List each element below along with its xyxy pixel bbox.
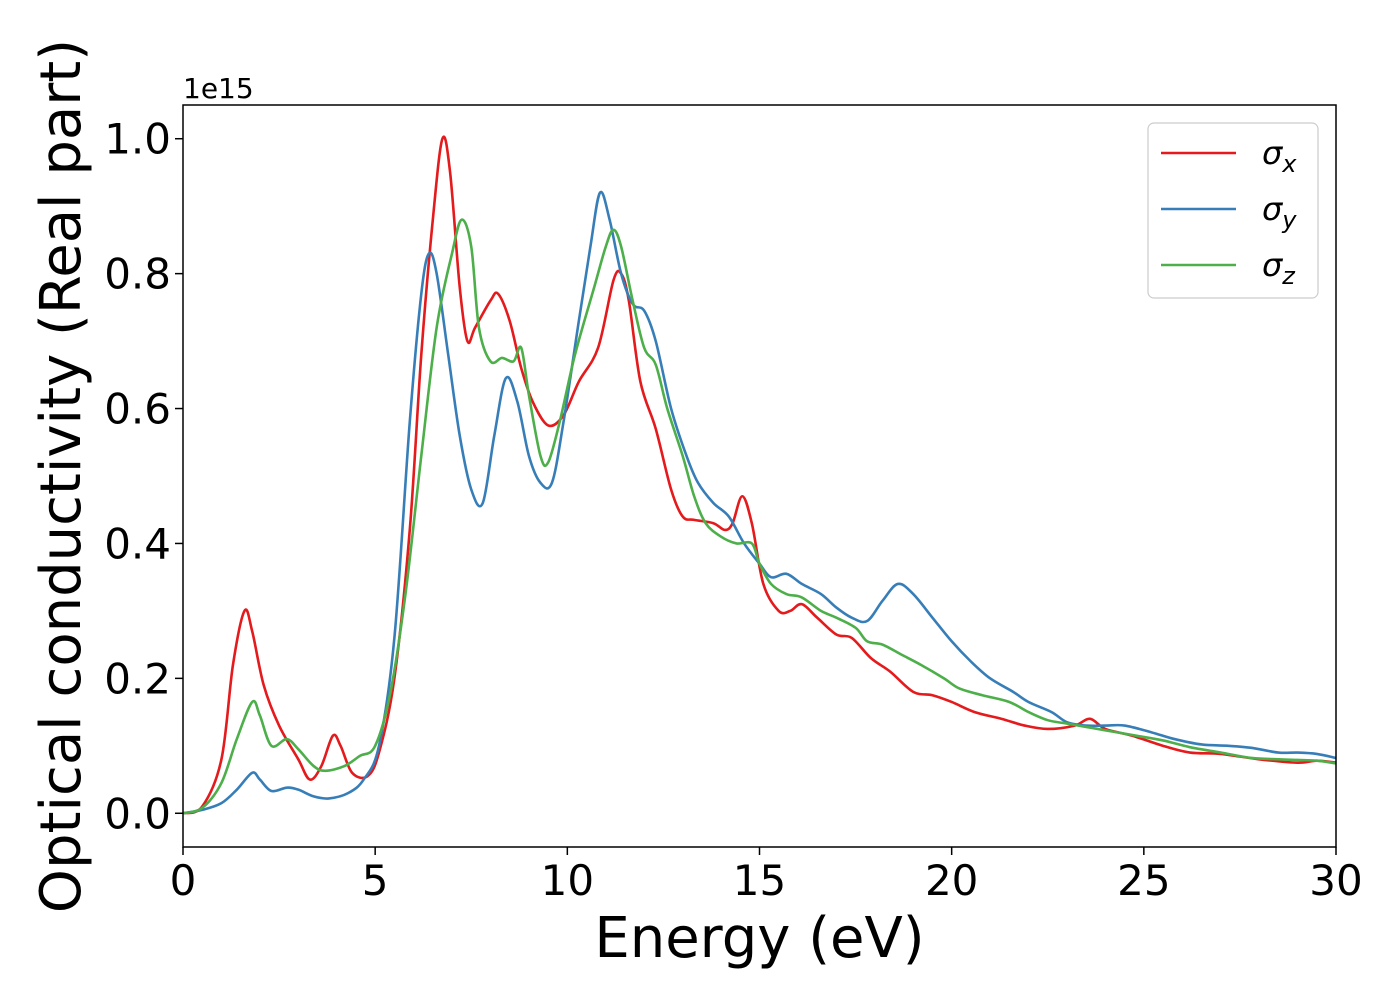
legend-subscript: z <box>1281 262 1296 290</box>
x-tick-label: 20 <box>925 856 978 905</box>
x-tick-label: 30 <box>1309 856 1362 905</box>
y-offset-label: 1e15 <box>183 72 254 105</box>
x-axis-ticks: 0 5 10 15 20 25 30 <box>170 847 1363 905</box>
legend-subscript: x <box>1281 150 1297 178</box>
series-layer <box>183 135 1336 815</box>
legend-symbol: σ <box>1262 190 1284 228</box>
legend-subscript: y <box>1281 206 1297 234</box>
y-tick-label: 0.0 <box>104 789 171 838</box>
y-tick-label: 1.0 <box>104 115 171 164</box>
x-tick-label: 25 <box>1117 856 1170 905</box>
x-tick-label: 0 <box>170 856 197 905</box>
series-line-y <box>183 190 1336 815</box>
legend-label-x: σx <box>1262 134 1297 178</box>
x-axis-title: Energy (eV) <box>594 906 924 971</box>
legend-label-y: σy <box>1262 190 1297 234</box>
legend-symbol: σ <box>1262 134 1284 172</box>
y-tick-label: 0.8 <box>104 250 171 299</box>
x-tick-label: 5 <box>362 856 389 905</box>
legend-box <box>1147 122 1319 299</box>
x-tick-label: 15 <box>733 856 786 905</box>
y-axis-title: Optical conductivity (Real part) <box>29 39 94 913</box>
y-tick-label: 0.4 <box>104 519 171 568</box>
legend-label-z: σz <box>1262 246 1296 290</box>
y-tick-label: 0.6 <box>104 385 171 434</box>
x-tick-label: 10 <box>541 856 594 905</box>
y-axis-ticks: 0.0 0.2 0.4 0.6 0.8 1.0 <box>104 115 183 838</box>
legend-symbol: σ <box>1262 246 1284 284</box>
series-line-z <box>183 218 1336 815</box>
y-tick-label: 0.2 <box>104 654 171 703</box>
